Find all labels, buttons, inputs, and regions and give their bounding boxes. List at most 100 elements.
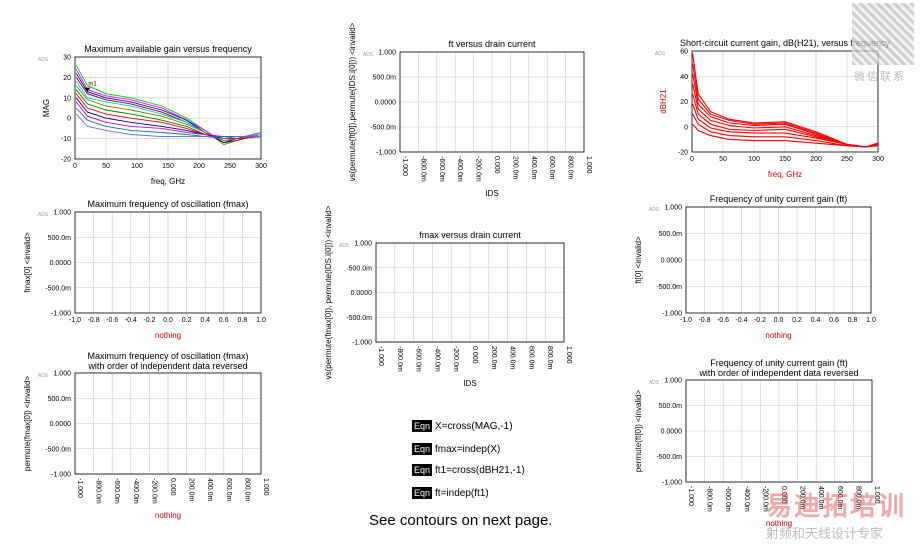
plot-frame [74,56,262,160]
equation-1: Eqn X=cross(MAG,-1) [412,420,513,432]
eqn-tag: Eqn [412,420,433,432]
y-tick-label: 1.000 [53,371,71,378]
x-tick-label: -200.0m [150,478,157,504]
x-tick-label: -0.6 [717,317,729,324]
x-tick-label: 1.000 [262,478,269,496]
series-line-c1 [75,64,262,146]
x-tick-label: -0.4 [735,317,747,324]
y-axis-label: ft[0] <invalid> [634,236,643,284]
x-tick-label: 600.0m [548,156,555,180]
y-tick-label: 500.0m [48,396,72,403]
x-tick-label: -200.0m [761,486,768,512]
chart-title: Maximum available gain versus frequency [84,44,252,54]
y-axis-label: fmax[0] <invalid> [23,232,32,293]
x-tick-label: -1.000 [377,346,384,366]
x-tick-label: -400.0m [456,156,463,182]
x-axis-label: nothing [155,511,181,520]
x-tick-label: -600.0m [438,156,445,182]
series-line-c8 [75,93,262,140]
x-tick-label: 250 [224,163,236,170]
y-tick-label: 0.0000 [351,290,373,297]
equation-2: Eqn fmax=indep(X) [412,443,500,455]
y-tick-label: -1.000 [51,472,71,479]
y-tick-label: -500.0m [656,454,682,461]
series-line-c10 [75,101,261,138]
y-tick-label: 500.0m [349,265,373,272]
x-tick-label: 1.000 [565,346,572,364]
x-tick-label: 600.0m [225,478,232,502]
y-tick-label: 10 [63,95,71,102]
chart-subtitle: with order of independent data reversed [698,368,858,378]
y-tick-label: -500.0m [656,284,682,291]
x-axis-label: nothing [155,331,181,340]
y-axis-label: vs(permute(ft[0]),permute(IDS.i[0])) <in… [348,22,357,181]
ads-tag: ADS [655,51,666,57]
x-tick-label: 0.000 [471,346,478,364]
x-tick-label: -200.0m [452,346,459,372]
ads-tag: ADS [339,243,350,249]
y-tick-label: 1.000 [53,210,71,217]
x-tick-label: 800.0m [854,486,861,510]
x-axis-label: IDS [485,189,498,198]
y-axis-label: dBH21 [659,89,668,114]
x-tick-label: 150 [162,163,174,170]
y-tick-label: 40 [680,74,688,81]
chart-title: fmax versus drain current [419,230,521,240]
ads-tag: ADS [649,380,660,386]
x-tick-label: -600.0m [113,478,120,504]
x-tick-label: 200 [193,163,205,170]
x-axis-label: nothing [766,519,792,528]
x-tick-label: -200.0m [475,156,482,182]
chart-title: Maximum frequency of oscillation (fmax) [87,351,248,361]
y-tick-label: 0.0000 [375,100,397,107]
x-tick-label: -0.2 [143,317,155,324]
x-tick-label: -1.000 [687,486,694,506]
y-tick-label: 500.0m [48,235,72,242]
x-tick-label: 600.0m [527,346,534,370]
x-tick-label: 400.0m [817,486,824,510]
chart-title: Maximum frequency of oscillation (fmax) [87,199,248,209]
chart-title: Frequency of unity current gain (ft) [710,358,848,368]
x-tick-label: 0.4 [200,317,210,324]
y-tick-label: -500.0m [45,446,71,453]
x-tick-label: 400.0m [206,478,213,502]
eqn-tag: Eqn [412,487,433,499]
y-tick-label: -500.0m [346,315,372,322]
ads-tag: ADS [363,52,374,58]
y-tick-label: -10 [61,136,71,143]
x-tick-label: 200 [810,156,822,163]
equation-4: Eqn ft=indep(ft1) [412,487,489,499]
plot-frame [74,372,262,475]
x-tick-label: 1.000 [585,156,592,174]
x-tick-label: 400.0m [509,346,516,370]
ads-tag: ADS [38,212,49,218]
eqn-text: X=cross(MAG,-1) [435,420,513,432]
x-tick-label: 300 [255,163,267,170]
x-axis-label: nothing [765,331,791,340]
x-tick-label: 200.0m [799,486,806,510]
y-axis-label: permute(fmax[0]) <invalid> [23,376,32,471]
x-tick-label: 100 [131,163,143,170]
x-tick-label: -1.0 [680,317,692,324]
chart-subtitle: with order of independent data reversed [87,361,247,371]
y-tick-label: -1.000 [51,311,71,318]
x-tick-label: 0 [690,156,694,163]
x-tick-label: 0.0 [163,317,173,324]
y-tick-label: -1.000 [662,311,682,318]
series-line-c2 [75,68,262,144]
y-tick-label: 30 [63,55,71,62]
eqn-text: ft=indep(ft1) [435,487,489,499]
x-tick-label: 200.0m [188,478,195,502]
marker-m1-icon [84,87,91,92]
y-tick-label: -1.000 [376,150,396,157]
y-tick-label: -20 [678,150,688,157]
x-tick-label: -800.0m [95,478,102,504]
y-tick-label: -500.0m [370,125,396,132]
x-tick-label: -0.6 [106,317,118,324]
x-tick-label: 800.0m [567,156,574,180]
y-tick-label: 500.0m [373,75,397,82]
x-tick-label: 800.0m [243,478,250,502]
ads-tag: ADS [38,57,49,63]
x-tick-label: -800.0m [396,346,403,372]
